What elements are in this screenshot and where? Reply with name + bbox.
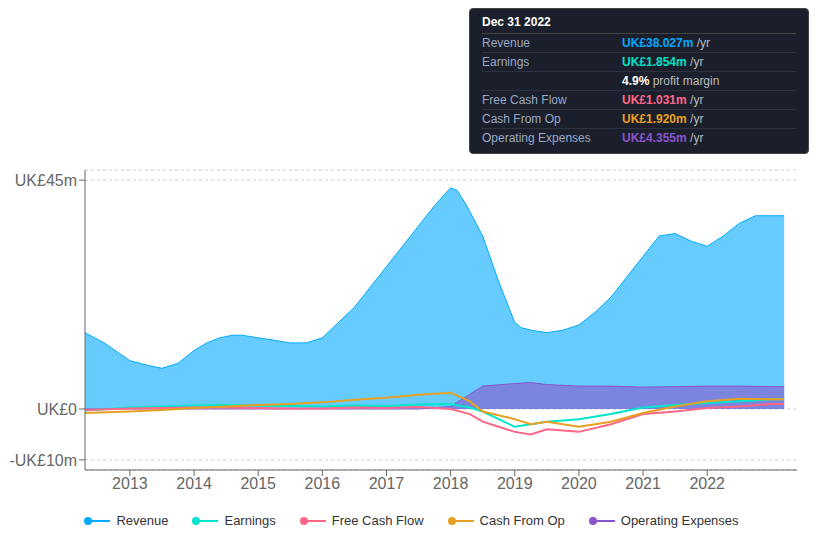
svg-text:2021: 2021 [625,475,661,492]
svg-text:2014: 2014 [176,475,212,492]
svg-text:2017: 2017 [369,475,405,492]
html-text:Free Cash Flow: Free Cash Flow [331,513,424,528]
svg-text:UK£0: UK£0 [37,401,77,418]
svg-text:2022: 2022 [689,475,725,492]
html-text:Cash From Op: Cash From Op [482,112,561,126]
html-text:Free Cash Flow: Free Cash Flow [482,93,567,107]
svg-text:2016: 2016 [305,475,341,492]
svg-text:-UK£10m: -UK£10m [9,452,77,469]
html-text:Revenue: Revenue [482,36,530,50]
svg-text:2019: 2019 [497,475,533,492]
svg-text:2018: 2018 [433,475,469,492]
svg-text:UK£45m: UK£45m [15,172,77,189]
html-text:Operating Expenses: Operating Expenses [620,513,739,528]
html-text:Cash From Op: Cash From Op [479,513,565,528]
html-text:Operating Expenses: Operating Expenses [482,131,591,145]
html-text:Earnings: Earnings [224,513,276,528]
html-text:4.9% profit margin: 4.9% profit margin [622,74,720,88]
svg-text:2013: 2013 [112,475,148,492]
html-text:UK£4.355m /yr: UK£4.355m /yr [622,131,704,145]
html-text:UK£38.027m /yr: UK£38.027m /yr [622,36,711,50]
html-text:Earnings: Earnings [482,55,530,69]
html-text:UK£1.920m /yr: UK£1.920m /yr [622,112,704,126]
svg-text:2015: 2015 [240,475,276,492]
html-text:UK£1.854m /yr: UK£1.854m /yr [622,55,704,69]
html-text:Revenue: Revenue [116,513,169,528]
html-text:UK£1.031m /yr: UK£1.031m /yr [622,93,704,107]
svg-text:2020: 2020 [561,475,597,492]
html-text:Dec 31 2022: Dec 31 2022 [482,15,551,29]
